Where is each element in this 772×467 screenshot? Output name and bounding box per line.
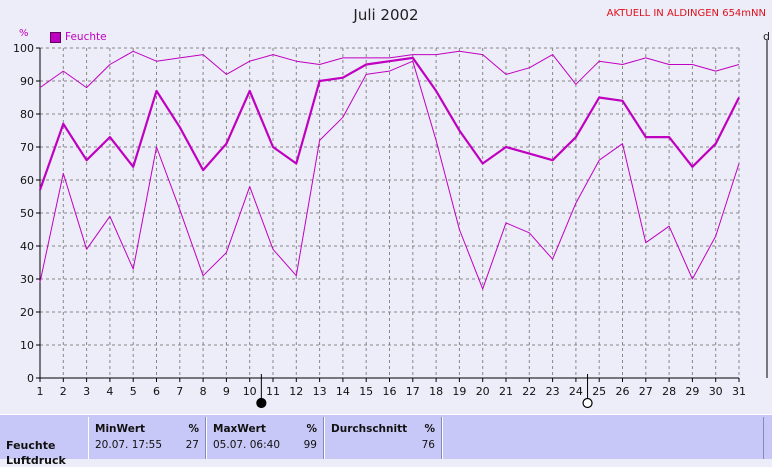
- x-tick-label: 26: [616, 385, 630, 398]
- legend-swatch: [50, 31, 61, 43]
- x-tick-label: 8: [200, 385, 207, 398]
- max-value-cell: MaxWert % 05.07. 06:40 99: [206, 417, 324, 459]
- chart-title: Juli 2002: [353, 6, 419, 24]
- x-tick-label: 22: [522, 385, 536, 398]
- x-tick-label: 3: [83, 385, 90, 398]
- x-tick-label: 11: [266, 385, 280, 398]
- max-unit: %: [306, 423, 317, 435]
- min-unit: %: [188, 423, 199, 435]
- min-value: 27: [185, 439, 199, 451]
- series-min: [39, 60, 740, 290]
- stats-panel: Feuchte Luftdruck MinWert % 20.07. 17:55…: [0, 414, 772, 467]
- x-tick-label: 12: [289, 385, 303, 398]
- y-tick-label: 80: [20, 108, 34, 121]
- x-tick-label: 5: [130, 385, 137, 398]
- x-tick-label: 23: [546, 385, 560, 398]
- legend: Feuchte: [50, 31, 107, 43]
- x-tick-labels: 1 2 3 4 5 6 7 8 9 10 11 12 13 14 15 16 17 18 19 20 21 22 23 24 2…: [37, 385, 747, 398]
- right-axis-unit: d: [763, 30, 770, 43]
- grid-lines: [40, 47, 740, 378]
- max-value: 99: [303, 439, 317, 451]
- new-moon-icon: [582, 397, 593, 409]
- x-tick-label: 9: [223, 385, 230, 398]
- x-tick-label: 6: [153, 385, 160, 398]
- x-tick-label: 28: [662, 385, 676, 398]
- min-time: 20.07. 17:55: [95, 439, 162, 451]
- x-tick-label: 29: [685, 385, 699, 398]
- y-axis-unit: %: [19, 28, 29, 39]
- y-tick-label: 100: [13, 42, 34, 55]
- x-tick-label: 21: [499, 385, 513, 398]
- average-value: 76: [421, 439, 435, 451]
- y-tick-label: 70: [20, 141, 34, 154]
- x-tick-label: 4: [106, 385, 113, 398]
- y-tick-label: 0: [27, 372, 34, 385]
- x-tick-label: 20: [476, 385, 490, 398]
- y-tick-label: 40: [20, 240, 34, 253]
- stats-row-label: Feuchte: [6, 439, 56, 452]
- x-tick-label: 17: [406, 385, 420, 398]
- series-lines: [38, 50, 740, 290]
- min-header: MinWert: [95, 423, 146, 435]
- x-tick-label: 24: [569, 385, 583, 398]
- y-tick-label: 30: [20, 273, 34, 286]
- x-tick-label: 14: [336, 385, 350, 398]
- x-tick-label: 2: [60, 385, 67, 398]
- stats-row-label-2: Luftdruck: [6, 454, 66, 467]
- series-mean: [38, 56, 740, 191]
- x-tick-label: 18: [429, 385, 443, 398]
- moon-phase-markers: [256, 374, 593, 409]
- y-tick-label: 50: [20, 207, 34, 220]
- average-unit: %: [424, 423, 435, 435]
- full-moon-icon: [256, 397, 267, 409]
- axes: [36, 40, 768, 382]
- x-tick-label: 13: [313, 385, 327, 398]
- x-tick-label: 1: [37, 385, 44, 398]
- y-tick-labels: 0 10 20 30 40 50 60 70 80 90 100: [13, 42, 34, 385]
- y-tick-label: 20: [20, 306, 34, 319]
- y-tick-label: 60: [20, 174, 34, 187]
- x-tick-label: 25: [592, 385, 606, 398]
- max-time: 05.07. 06:40: [213, 439, 280, 451]
- series-max: [39, 50, 740, 89]
- y-tick-label: 90: [20, 75, 34, 88]
- y-tick-label: 10: [20, 339, 34, 352]
- x-tick-label: 31: [732, 385, 746, 398]
- x-tick-label: 16: [383, 385, 397, 398]
- empty-cell: [442, 417, 764, 459]
- x-tick-label: 7: [176, 385, 183, 398]
- x-tick-label: 10: [243, 385, 257, 398]
- x-tick-label: 15: [359, 385, 373, 398]
- min-value-cell: MinWert % 20.07. 17:55 27: [88, 417, 206, 459]
- average-value-cell: Durchschnitt % 76: [324, 417, 442, 459]
- x-tick-label: 19: [452, 385, 466, 398]
- legend-label: Feuchte: [65, 31, 107, 43]
- x-tick-label: 30: [709, 385, 723, 398]
- average-header: Durchschnitt: [331, 423, 408, 435]
- x-tick-label: 27: [639, 385, 653, 398]
- max-header: MaxWert: [213, 423, 266, 435]
- station-label: AKTUELL IN ALDINGEN 654mNN: [606, 8, 766, 19]
